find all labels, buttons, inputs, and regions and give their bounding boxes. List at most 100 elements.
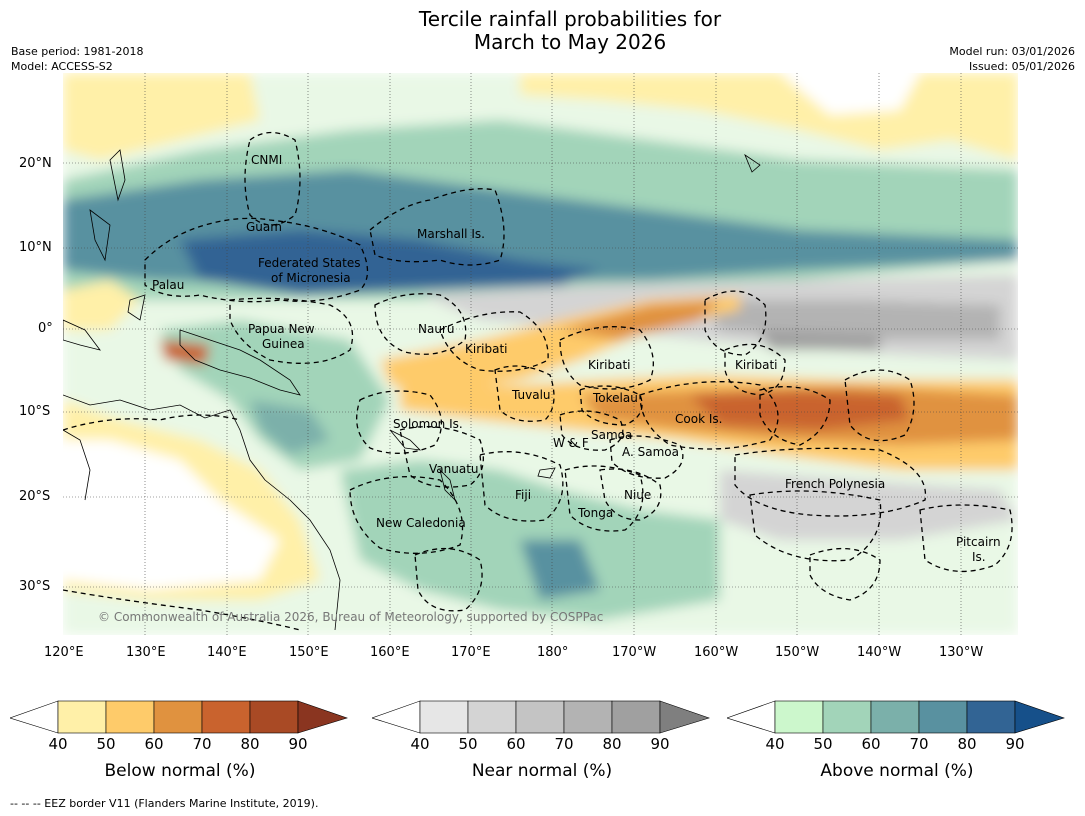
- swatch: [249, 700, 299, 734]
- colorbar-swatches: [727, 700, 1065, 734]
- graticule: [63, 73, 1018, 635]
- swatch: [201, 700, 251, 734]
- region-label: Solomon Is.: [393, 417, 463, 431]
- colorbar-tick: 90: [650, 735, 670, 753]
- region-label: Tokelau: [592, 391, 638, 405]
- swatch: [515, 700, 565, 734]
- region-label: Kiribati: [465, 342, 507, 356]
- map-title: Tercile rainfall probabilities for March…: [0, 8, 1085, 54]
- region-label: French Polynesia: [785, 477, 885, 491]
- region-label: Federated States: [258, 256, 360, 270]
- colorbar-tick: 70: [192, 735, 212, 753]
- swatch: [57, 700, 107, 734]
- rainfall-map: © Commonwealth of Australia 2026, Bureau…: [63, 73, 1018, 635]
- region-label: Papua New: [248, 322, 315, 336]
- region-label: Guam: [246, 220, 282, 234]
- lon-label: 160°W: [694, 645, 739, 660]
- colorbar-tick: 70: [909, 735, 929, 753]
- swatch: [611, 700, 661, 734]
- colorbar-tick: 40: [48, 735, 68, 753]
- swatch: [870, 700, 920, 734]
- eez-footnote: -- -- -- EEZ border V11 (Flanders Marine…: [10, 797, 319, 810]
- swatch: [153, 700, 203, 734]
- title-line-2: March to May 2026: [473, 30, 667, 54]
- lon-label: 170°W: [612, 645, 657, 660]
- probability-field: © Commonwealth of Australia 2026, Bureau…: [63, 73, 1018, 635]
- colorbar-swatches: [10, 700, 348, 734]
- region-label: New Caledonia: [376, 516, 466, 530]
- colorbar-tick: 40: [765, 735, 785, 753]
- lon-label: 140°E: [207, 645, 247, 660]
- region-label: Palau: [152, 278, 184, 292]
- meta-left: Base period: 1981-2018 Model: ACCESS-S2: [11, 44, 143, 74]
- swatch: [727, 700, 776, 734]
- title-line-1: Tercile rainfall probabilities for: [418, 7, 722, 31]
- region-label: Tuvalu: [511, 388, 551, 402]
- region-label: Is.: [972, 550, 986, 564]
- lat-label: 10°N: [19, 240, 52, 255]
- swatch: [822, 700, 872, 734]
- region-label: Tonga: [577, 506, 613, 520]
- lon-label: 140°W: [857, 645, 902, 660]
- colorbar-tick: 40: [410, 735, 430, 753]
- colorbar-tick: 80: [957, 735, 977, 753]
- region-label: of Micronesia: [271, 271, 351, 285]
- colorbar-swatches: [372, 700, 710, 734]
- issued-date: Issued: 05/01/2026: [968, 60, 1075, 73]
- lat-label: 20°S: [19, 489, 51, 504]
- colorbar-above-normal: 40 50 60 70 80 90 Above normal (%): [727, 700, 1067, 800]
- eez-borders: [63, 131, 1013, 631]
- lon-label: 150°E: [289, 645, 329, 660]
- swatch: [918, 700, 968, 734]
- swatch: [105, 700, 155, 734]
- lat-label: 10°S: [19, 404, 51, 419]
- region-labels: CNMI Guam Marshall Is. Federated States …: [152, 153, 1001, 564]
- region-label: Guinea: [262, 337, 305, 351]
- colorbar-tick: 60: [506, 735, 526, 753]
- model-run: Model run: 03/01/2026: [949, 45, 1075, 58]
- swatch: [563, 700, 613, 734]
- lon-label: 120°E: [44, 645, 84, 660]
- colorbar-title: Above normal (%): [820, 761, 974, 781]
- lon-label: 160°E: [370, 645, 410, 660]
- swatch: [1014, 700, 1065, 734]
- lon-label: 130°W: [939, 645, 984, 660]
- base-period: Base period: 1981-2018: [11, 45, 144, 58]
- lon-label: 180°: [537, 645, 569, 660]
- colorbar-tick: 70: [554, 735, 574, 753]
- region-label: Kiribati: [735, 358, 777, 372]
- lon-label: 150°W: [775, 645, 820, 660]
- coastlines: [63, 149, 761, 631]
- region-label: CNMI: [251, 153, 282, 167]
- colorbar-tick: 50: [813, 735, 833, 753]
- swatch: [774, 700, 824, 734]
- swatch: [297, 700, 348, 734]
- colorbar-tick: 80: [602, 735, 622, 753]
- swatch: [419, 700, 469, 734]
- region-label: W & F: [553, 436, 589, 450]
- region-label: Fiji: [515, 488, 531, 502]
- colorbar-tick: 80: [240, 735, 260, 753]
- region-label: Marshall Is.: [417, 227, 485, 241]
- lat-label: 30°S: [19, 579, 51, 594]
- swatch: [659, 700, 710, 734]
- model-name: Model: ACCESS-S2: [11, 60, 113, 73]
- colorbar-title: Below normal (%): [104, 761, 256, 781]
- region-label: Nauru: [418, 322, 454, 336]
- region-label: Samoa: [591, 428, 632, 442]
- lat-label: 0°: [38, 321, 53, 336]
- colorbar-tick: 90: [1005, 735, 1025, 753]
- colorbar-tick: 60: [144, 735, 164, 753]
- region-label: Cook Is.: [675, 412, 722, 426]
- colorbar-near-normal: 40 50 60 70 80 90 Near normal (%): [372, 700, 712, 800]
- lat-label: 20°N: [19, 156, 52, 171]
- region-label: Kiribati: [588, 358, 630, 372]
- swatch: [372, 700, 421, 734]
- copyright-text: © Commonwealth of Australia 2026, Bureau…: [98, 610, 603, 624]
- region-label: A. Samoa: [622, 445, 679, 459]
- region-label: Vanuatu: [429, 462, 479, 476]
- lon-label: 170°E: [451, 645, 491, 660]
- colorbar-tick: 50: [458, 735, 478, 753]
- region-label: Niue: [624, 488, 651, 502]
- lon-label: 130°E: [126, 645, 166, 660]
